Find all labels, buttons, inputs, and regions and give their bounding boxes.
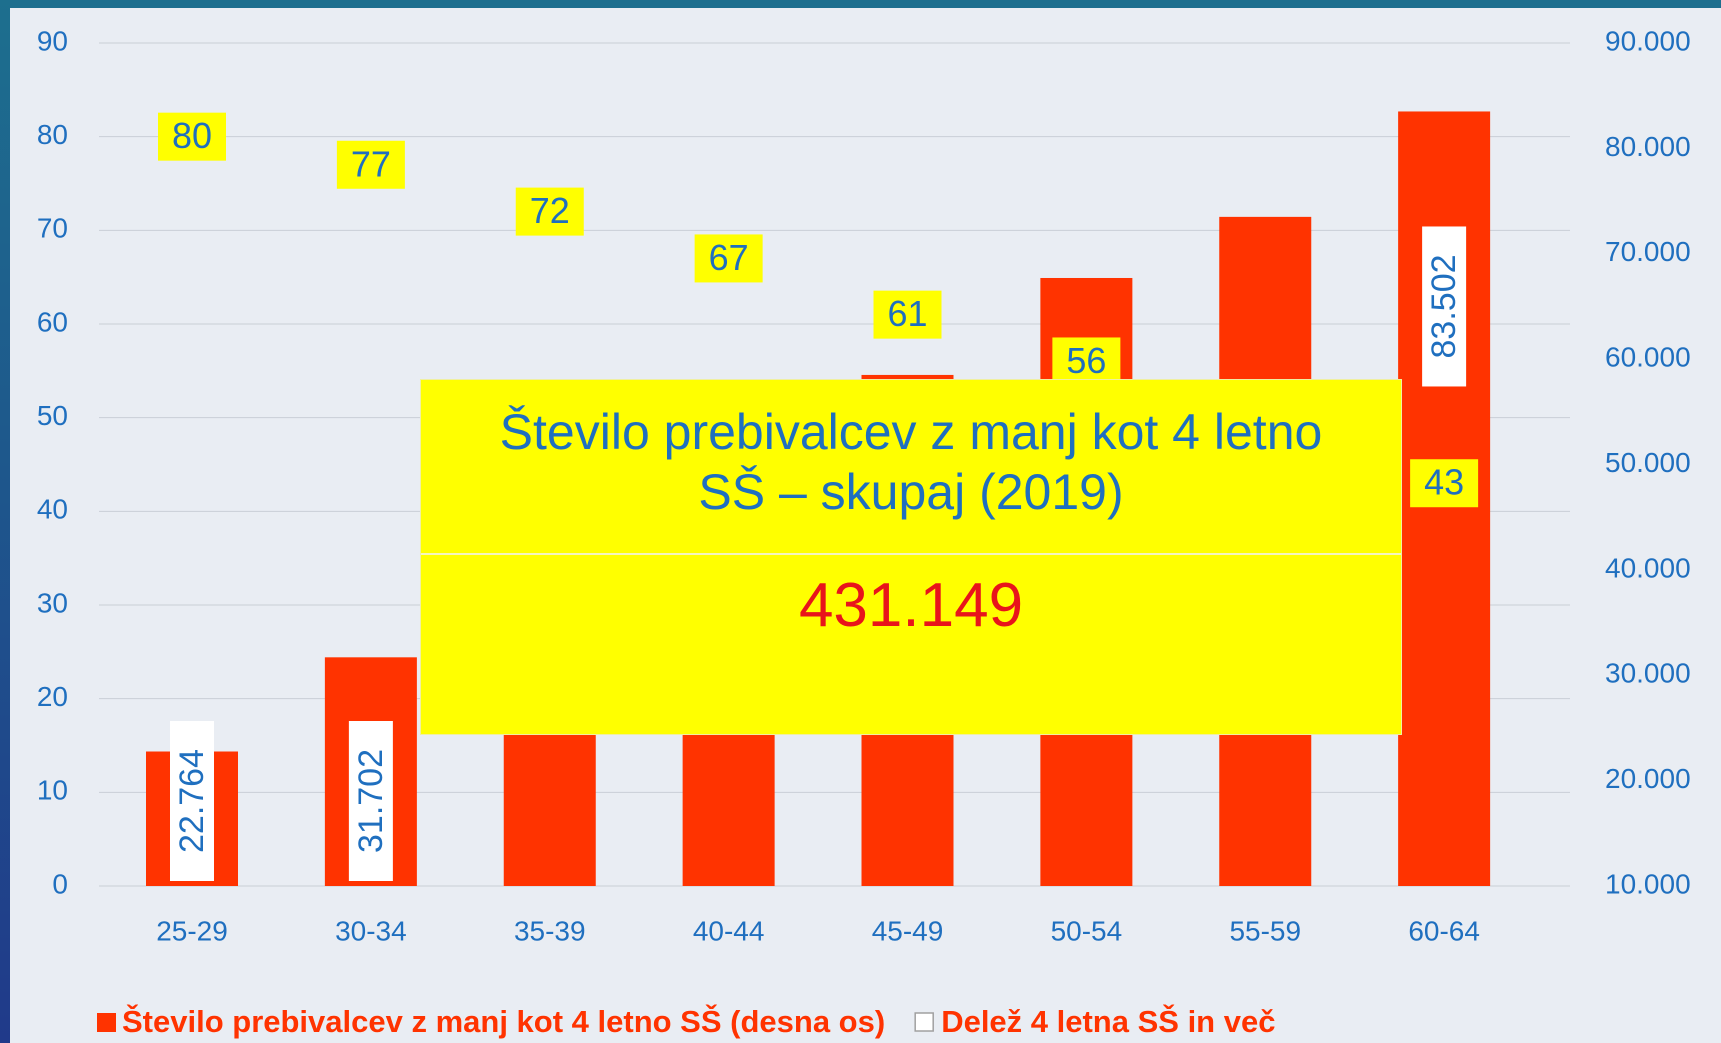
- y2-tick-label: 10.000: [1605, 868, 1691, 899]
- legend-swatch: [914, 1012, 934, 1032]
- pct-label: 61: [887, 293, 927, 334]
- pct-label-box: [873, 290, 942, 339]
- y2-tick-label: 40.000: [1605, 552, 1691, 583]
- y-tick-label: 10: [37, 775, 68, 806]
- data-label-text: 83.502: [1425, 254, 1463, 358]
- y-tick-label: 30: [37, 587, 68, 618]
- y-tick-label: 40: [37, 494, 68, 525]
- y-tick-label: 0: [52, 868, 68, 899]
- y-tick-label: 50: [37, 400, 68, 431]
- y-tick-label: 20: [37, 681, 68, 712]
- annotation-value: 431.149: [798, 571, 1024, 640]
- legend-label: Število prebivalcev z manj kot 4 letno S…: [122, 1003, 885, 1039]
- y2-tick-label: 30.000: [1605, 658, 1691, 689]
- x-tick-label: 40-44: [693, 915, 765, 946]
- pct-label-box: [336, 140, 405, 189]
- y2-tick-label: 80.000: [1605, 131, 1691, 162]
- x-tick-label: 35-39: [514, 915, 586, 946]
- y2-tick-label: 20.000: [1605, 763, 1691, 794]
- pct-label-box: [694, 234, 763, 283]
- data-label-text: 22.764: [173, 749, 211, 853]
- y2-tick-label: 70.000: [1605, 236, 1691, 267]
- pct-label: 56: [1066, 340, 1106, 381]
- y2-tick-label: 50.000: [1605, 447, 1691, 478]
- pct-label: 77: [351, 143, 391, 184]
- data-label-box: [170, 721, 214, 881]
- x-tick-label: 50-54: [1051, 915, 1123, 946]
- x-tick-label: 55-59: [1229, 915, 1301, 946]
- annotation-title: Število prebivalcev z manj kot 4 letno S…: [421, 380, 1401, 555]
- legend-label: Delež 4 letna SŠ in več: [941, 1003, 1275, 1039]
- pct-label-box: [1052, 337, 1121, 386]
- pct-label: 80: [172, 115, 212, 156]
- x-tick-label: 25-29: [156, 915, 228, 946]
- y-tick-label: 80: [37, 119, 68, 150]
- x-tick-label: 30-34: [335, 915, 407, 946]
- data-label-box: [1422, 226, 1467, 387]
- y-tick-label: 60: [37, 306, 68, 337]
- data-label: 22.764: [170, 721, 214, 881]
- pct-label-box: [158, 112, 226, 161]
- pct-label: 72: [530, 190, 570, 231]
- pct-label: 67: [709, 237, 749, 278]
- data-label: 83.502: [1422, 226, 1467, 387]
- y-tick-label: 90: [37, 25, 68, 56]
- y2-tick-label: 60.000: [1605, 342, 1691, 373]
- y2-tick-label: 90.000: [1605, 25, 1691, 56]
- annotation-box: Število prebivalcev z manj kot 4 letno S…: [420, 379, 1402, 735]
- pct-label: 43: [1424, 462, 1464, 503]
- legend-swatch: [97, 1013, 116, 1032]
- pct-label-box: [1410, 459, 1479, 508]
- x-tick-label: 45-49: [872, 915, 944, 946]
- data-label: 31.702: [348, 721, 393, 881]
- pct-label-box: [515, 187, 584, 236]
- y-tick-label: 70: [37, 213, 68, 244]
- data-label-text: 31.702: [352, 749, 390, 853]
- x-tick-label: 60-64: [1408, 915, 1480, 946]
- data-label-box: [348, 721, 393, 881]
